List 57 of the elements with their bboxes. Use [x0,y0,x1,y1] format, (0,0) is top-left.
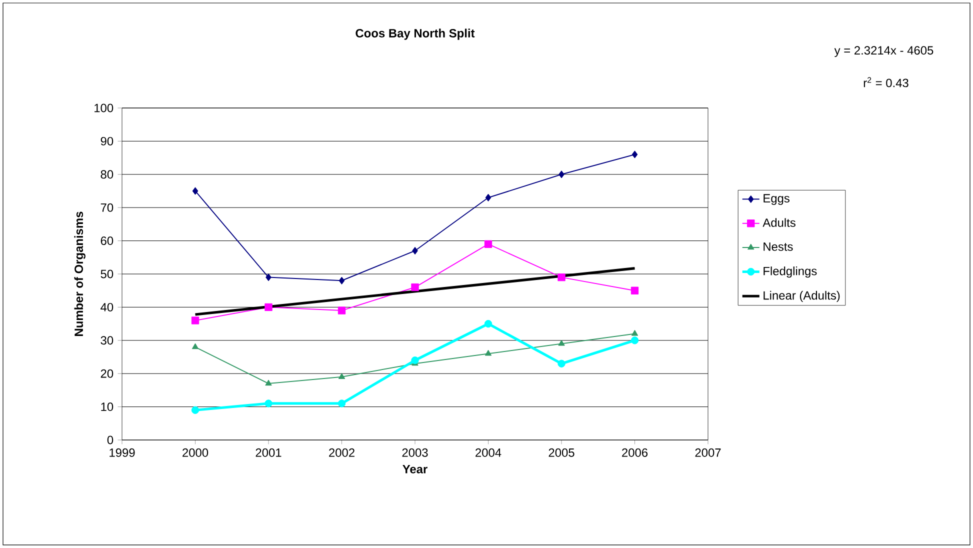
point [192,343,199,350]
y-tick-label: 30 [100,336,114,345]
text: r$^{2}$ = 0.43 [864,77,908,88]
point [192,187,198,195]
point [558,170,564,178]
point [411,283,419,292]
x-tick-label: 2003 [402,448,428,457]
y-tick-label: 60 [100,236,114,246]
y-tick-label: 20 [100,369,114,378]
legend-label: Fledglings [764,266,817,278]
point [411,356,419,364]
point [484,350,492,356]
x-tick-label: 1999 [110,448,135,457]
x-tick-label: 2001 [256,448,282,457]
point [264,303,272,312]
x-axis-title: Year [402,465,428,474]
point [265,380,272,386]
y-tick-label: 90 [100,136,114,146]
y-axis-title: Number of Organisms [74,212,86,336]
point [191,316,200,324]
point [484,240,492,248]
legend-label: Adults [762,218,796,227]
legend-label: Linear (Adults) [764,290,840,302]
y-tick-label: 10 [101,402,114,412]
point [632,150,638,158]
point [485,194,492,202]
point [338,373,346,379]
legend-label: Eggs [764,194,790,205]
point [630,336,639,344]
y-tick-label: 0 [107,436,114,444]
y-tick-label: 50 [100,270,114,278]
y-tick-label: 80 [100,170,114,179]
point [558,273,566,282]
point [338,276,345,284]
x-tick-label: 2004 [476,448,502,457]
text: y = 2.3214x - 4605 [834,46,934,58]
point [338,400,346,408]
chart-title: Coos Bay North Split [356,28,475,40]
x-tick-label: 2000 [182,448,208,457]
x-tick-label: 2006 [622,448,648,457]
point [484,320,492,328]
y-tick-label: 40 [100,302,114,312]
point [338,306,346,314]
y-tick-label: 70 [100,203,114,212]
x-tick-label: 2002 [329,448,354,457]
legend-label: Nests [764,242,793,251]
point [558,360,566,368]
x-tick-label: 2005 [548,448,574,457]
y-tick-label: 100 [94,104,114,112]
point [630,286,639,294]
point [191,406,200,414]
x-tick-label: 2007 [695,448,721,457]
point [266,273,272,282]
point [264,400,272,408]
point [631,330,638,336]
point [412,246,418,255]
point [558,340,565,346]
